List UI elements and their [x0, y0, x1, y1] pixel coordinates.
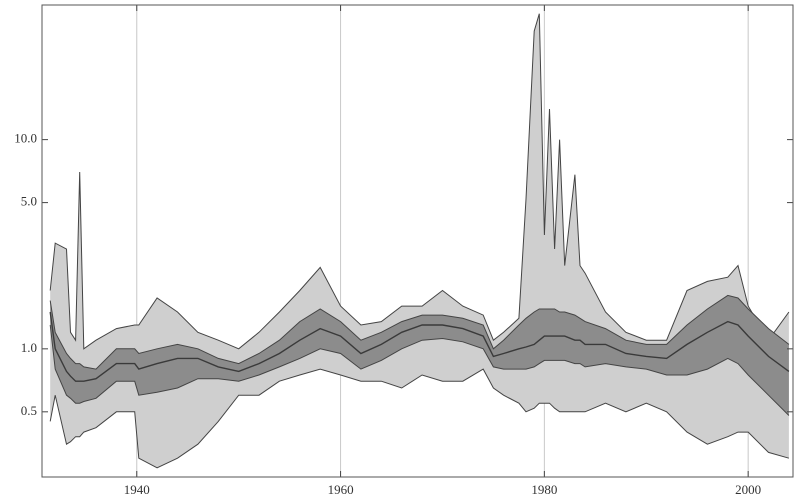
x-tick-label: 1960 — [328, 482, 354, 497]
x-tick-label: 1940 — [124, 482, 150, 497]
y-tick-label: 10.0 — [14, 131, 37, 146]
band-area — [50, 13, 789, 468]
x-tick-label: 1980 — [531, 482, 557, 497]
band-edge — [49, 324, 790, 416]
y-tick-label: 1.0 — [21, 340, 37, 355]
y-tick-label: 5.0 — [21, 194, 37, 209]
band-edge — [49, 294, 790, 370]
plot-frame — [41, 4, 794, 478]
y-tick-label: 0.5 — [21, 403, 37, 418]
band-edge — [49, 368, 790, 469]
band-edge — [49, 13, 790, 350]
x-tick-label: 2000 — [735, 482, 761, 497]
line — [49, 311, 790, 382]
